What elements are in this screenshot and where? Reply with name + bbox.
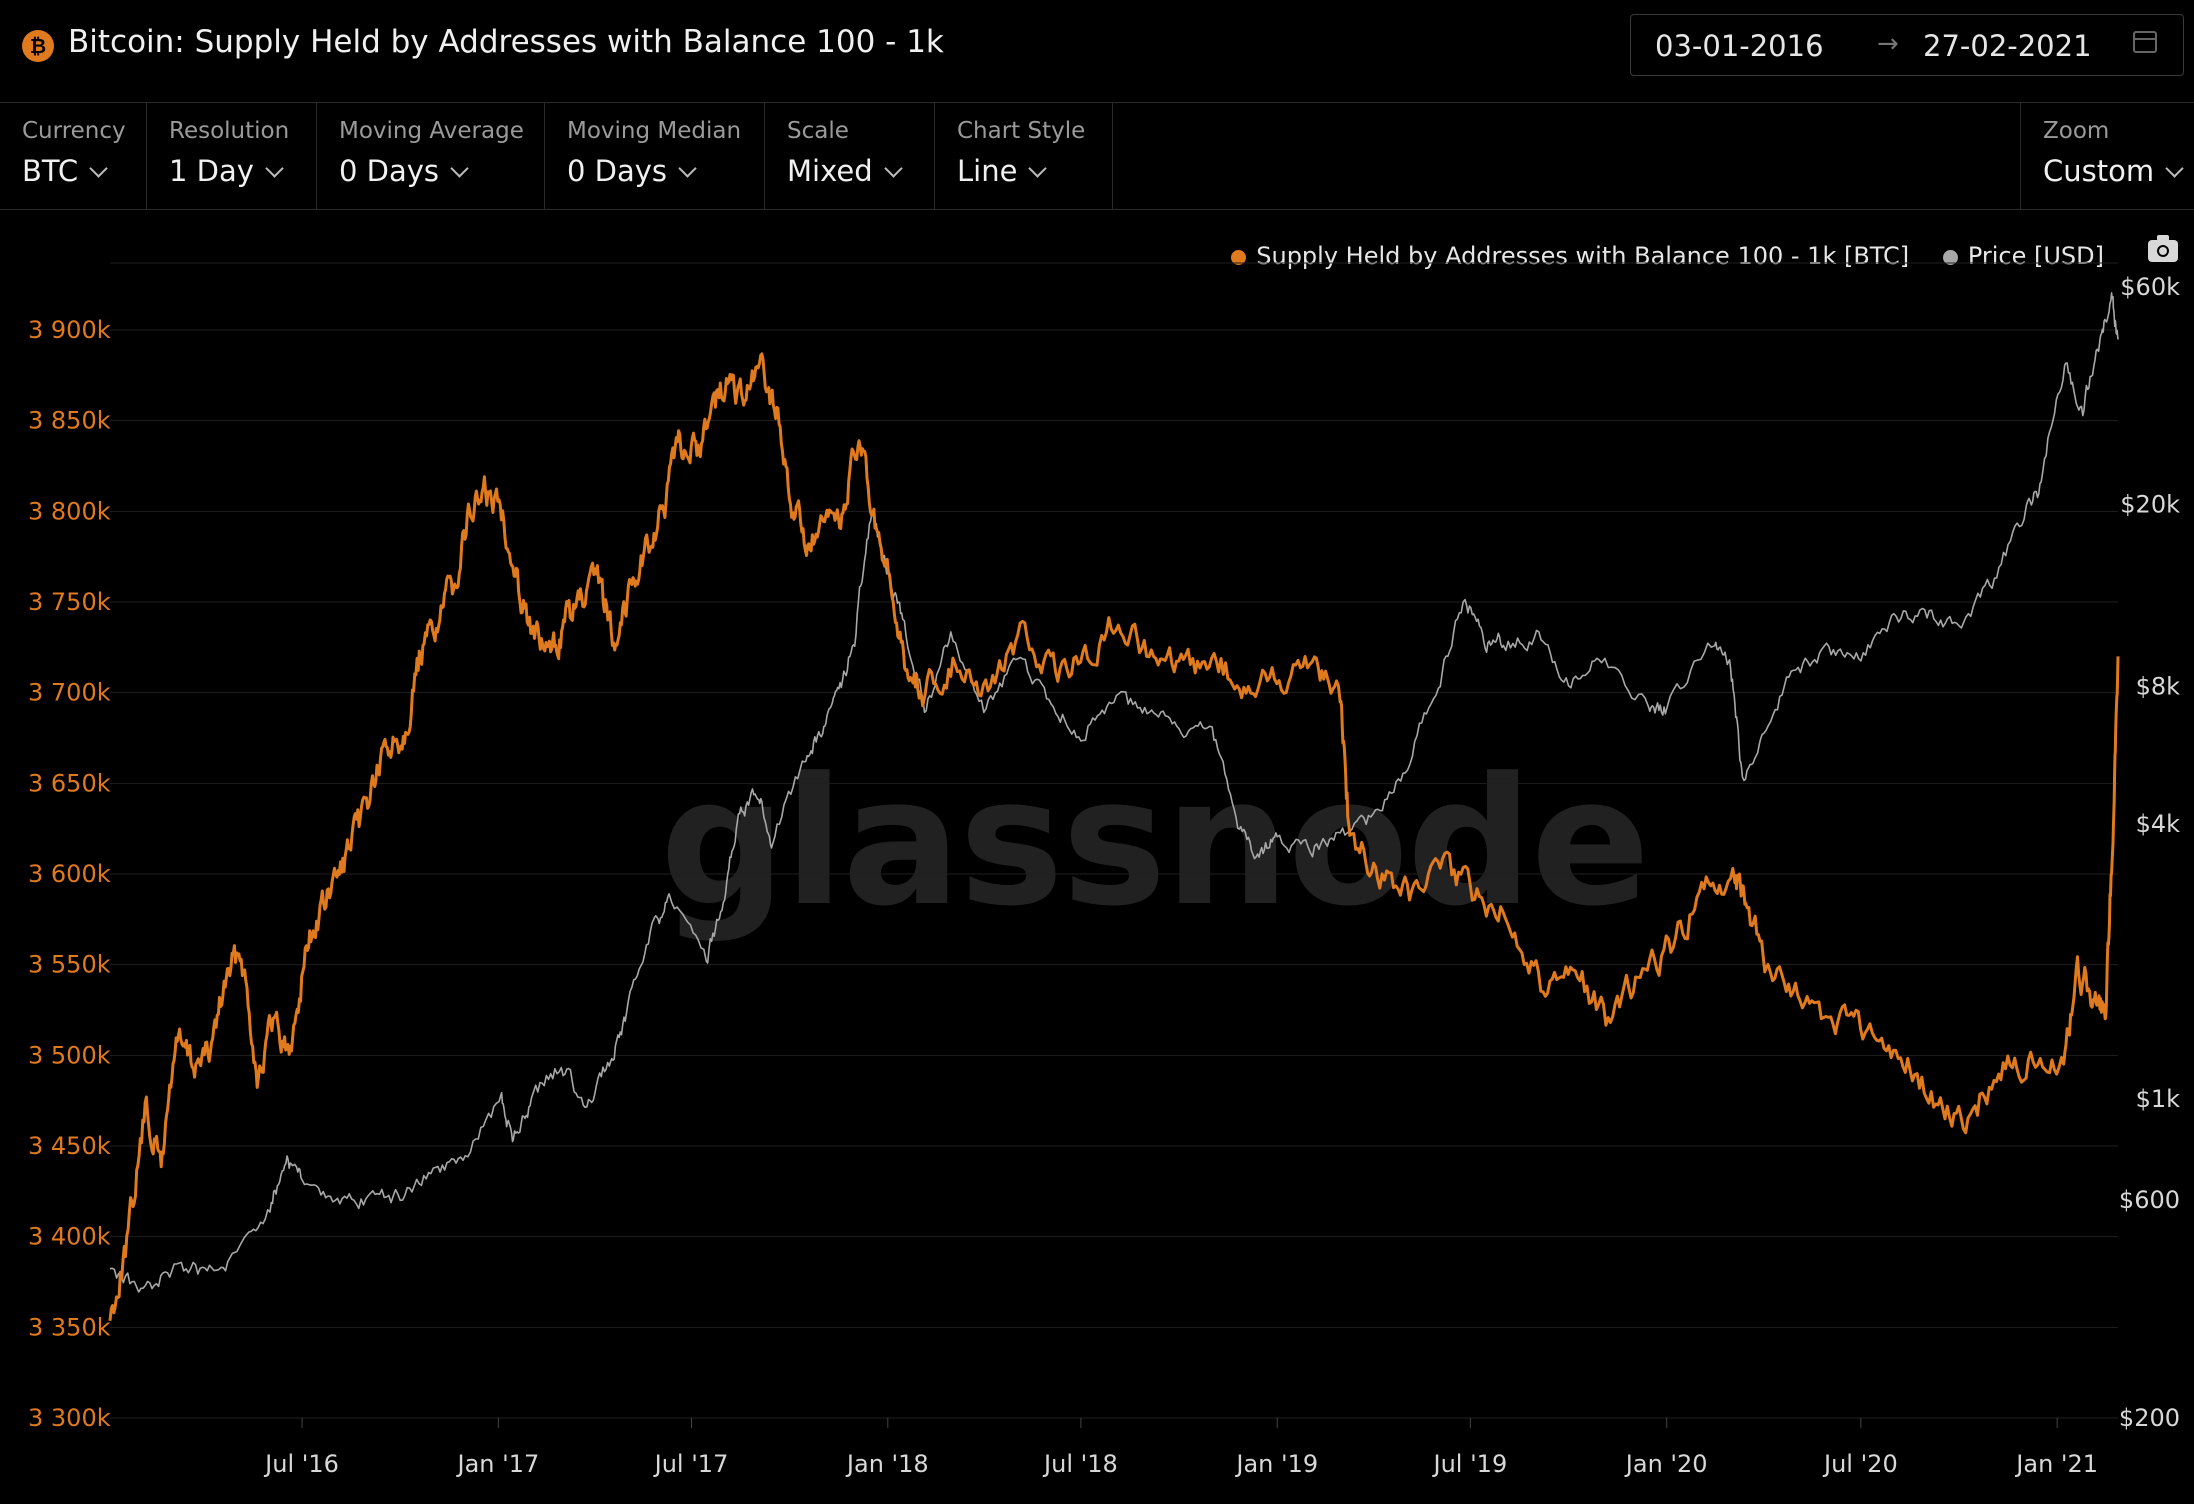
left-tick-label: 3 300k (28, 1404, 111, 1432)
x-tick-label: Jan '21 (2014, 1450, 2098, 1478)
scale-dropdown[interactable]: Scale Mixed (765, 103, 935, 209)
chart-legend: Supply Held by Addresses with Balance 10… (1205, 242, 2104, 270)
right-tick-label: $200 (2119, 1404, 2180, 1432)
zoom-dropdown[interactable]: Zoom Custom (2020, 103, 2194, 209)
left-tick-label: 3 800k (28, 497, 111, 525)
resolution-value[interactable]: 1 Day (169, 154, 284, 188)
x-tick-label: Jul '17 (653, 1450, 729, 1478)
left-tick-label: 3 600k (28, 860, 111, 888)
camera-icon[interactable] (2148, 235, 2178, 262)
left-tick-label: 3 350k (28, 1313, 111, 1341)
x-tick-label: Jul '16 (263, 1450, 339, 1478)
x-tick-label: Jan '18 (845, 1450, 929, 1478)
chart-style-value[interactable]: Line (957, 154, 1048, 188)
x-tick-label: Jul '20 (1822, 1450, 1898, 1478)
left-tick-label: 3 500k (28, 1041, 111, 1069)
x-tick-label: Jul '18 (1042, 1450, 1118, 1478)
supply-series-line (108, 352, 2120, 1321)
left-tick-label: 3 400k (28, 1223, 111, 1251)
zoom-label: Zoom (2043, 118, 2110, 144)
left-tick-label: 3 650k (28, 769, 111, 797)
currency-dropdown[interactable]: Currency BTC (0, 103, 147, 209)
legend-item-price[interactable]: Price [USD] (1942, 242, 2104, 270)
right-tick-label: $600 (2119, 1186, 2180, 1214)
date-range-picker[interactable]: 03-01-2016 → 27-02-2021 (1630, 14, 2184, 76)
right-tick-label: $60k (2120, 273, 2180, 301)
resolution-dropdown[interactable]: Resolution 1 Day (147, 103, 317, 209)
left-tick-label: 3 450k (28, 1132, 111, 1160)
left-axis-ticks: 3 300k 3 350k 3 400k 3 450k 3 500k 3 550k 3 60… (28, 316, 111, 1432)
date-to-input[interactable]: 27-02-2021 (1923, 29, 2092, 63)
left-tick-label: 3 900k (28, 316, 111, 344)
legend-label-price: Price [USD] (1967, 242, 2104, 270)
x-tick-label: Jan '19 (1234, 1450, 1318, 1478)
right-tick-label: $20k (2120, 491, 2180, 519)
currency-value[interactable]: BTC (22, 154, 108, 188)
legend-label-supply: Supply Held by Addresses with Balance 10… (1256, 242, 1910, 270)
moving-average-label: Moving Average (339, 118, 524, 144)
left-tick-label: 3 700k (28, 679, 111, 707)
x-tick-label: Jan '17 (455, 1450, 539, 1478)
right-tick-label: $8k (2136, 672, 2181, 700)
x-tick-label: Jul '19 (1431, 1450, 1507, 1478)
legend-item-supply[interactable]: Supply Held by Addresses with Balance 10… (1231, 242, 1909, 270)
left-tick-label: 3 550k (28, 951, 111, 979)
moving-median-value[interactable]: 0 Days (567, 154, 697, 188)
legend-dot-gray (1942, 250, 1958, 265)
right-axis-ticks: $200 $600 $1k $4k $8k $20k $60k (2119, 273, 2180, 1432)
date-from-input[interactable]: 03-01-2016 (1655, 29, 1824, 63)
moving-median-label: Moving Median (567, 118, 742, 144)
legend-dot-orange (1231, 250, 1247, 265)
bitcoin-icon: ₿ (22, 30, 54, 62)
x-axis-ticks: Jul '16 Jan '17 Jul '17 Jan '18 Jul '18 Jan '… (263, 1418, 2098, 1478)
right-tick-label: $1k (2136, 1085, 2181, 1113)
calendar-icon[interactable] (2133, 31, 2157, 53)
page-title: Bitcoin: Supply Held by Addresses with B… (68, 24, 944, 60)
moving-median-dropdown[interactable]: Moving Median 0 Days (545, 103, 765, 209)
currency-label: Currency (22, 118, 126, 144)
scale-value[interactable]: Mixed (787, 154, 903, 188)
chart-style-label: Chart Style (957, 118, 1086, 144)
chart-grid (110, 262, 2118, 1419)
chart-toolbar: Currency BTC Resolution 1 Day Moving Ave… (0, 103, 2194, 210)
x-tick-label: Jan '20 (1624, 1450, 1708, 1478)
header-bar: ₿ Bitcoin: Supply Held by Addresses with… (0, 0, 2194, 103)
price-series-line (109, 292, 2119, 1293)
chart-style-dropdown[interactable]: Chart Style Line (935, 103, 1113, 209)
zoom-value[interactable]: Custom (2043, 154, 2184, 188)
moving-average-dropdown[interactable]: Moving Average 0 Days (317, 103, 545, 209)
arrow-right-icon: → (1877, 29, 1899, 59)
right-tick-label: $4k (2136, 810, 2181, 838)
moving-average-value[interactable]: 0 Days (339, 154, 469, 188)
left-tick-label: 3 750k (28, 588, 111, 616)
resolution-label: Resolution (169, 118, 290, 144)
left-tick-label: 3 850k (28, 407, 111, 435)
scale-label: Scale (787, 118, 849, 144)
